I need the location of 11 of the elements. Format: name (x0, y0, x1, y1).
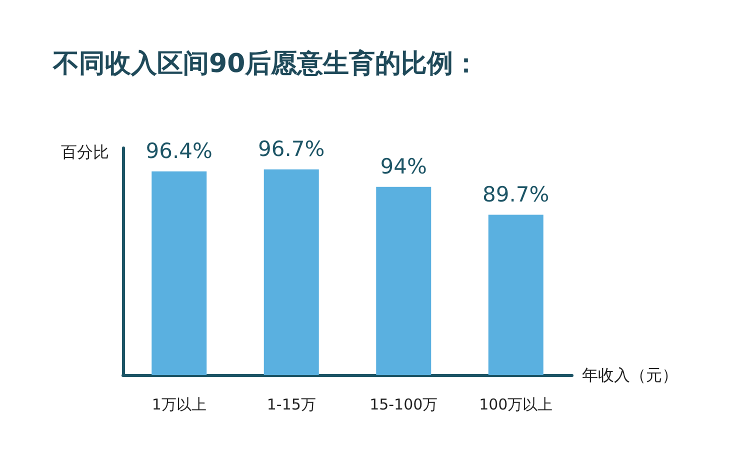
chart-title: 不同收入区间90后愿意生育的比例： (52, 48, 480, 79)
data-label: 96.7% (258, 136, 325, 161)
x-tick-label: 15-100万 (370, 396, 438, 414)
x-axis-title: 年收入（元） (582, 366, 678, 384)
x-tick-label: 1万以上 (152, 396, 206, 414)
data-label: 96.4% (146, 138, 212, 163)
data-label: 89.7% (482, 182, 550, 206)
x-tick-label: 1-15万 (266, 396, 316, 414)
x-tick-label: 100万以上 (479, 396, 553, 414)
y-axis-title: 百分比 (61, 142, 109, 162)
data-label: 94% (380, 154, 427, 178)
